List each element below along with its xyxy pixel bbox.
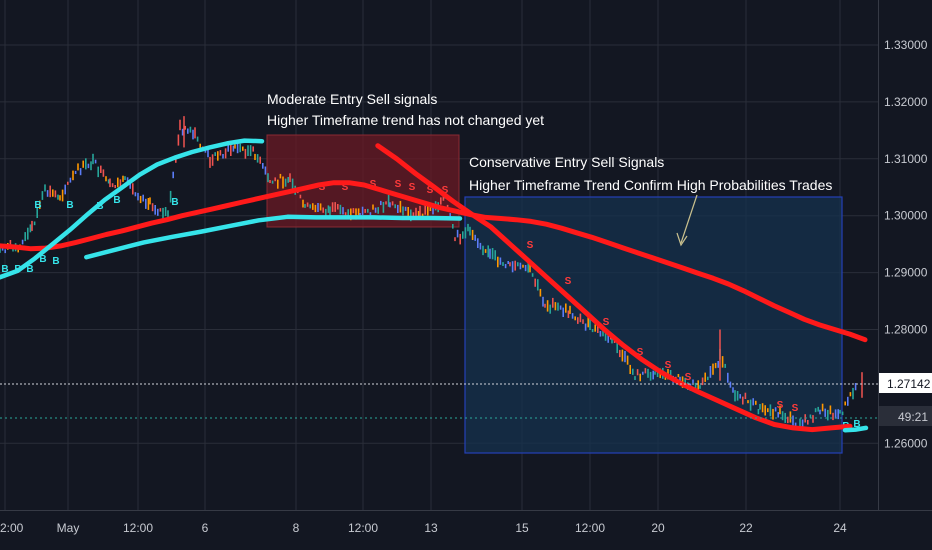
sell-signal-label-14: S bbox=[792, 403, 799, 414]
x-tick-label-1: May bbox=[57, 521, 80, 535]
countdown-label: 49:21 bbox=[898, 410, 928, 424]
sell-signal-label-5: S bbox=[427, 185, 434, 196]
x-tick-label-4: 8 bbox=[293, 521, 300, 535]
sell-signal-label-4: S bbox=[409, 182, 416, 193]
sell-signal-label-3: S bbox=[395, 179, 402, 190]
conservative-zone-box bbox=[464, 196, 843, 454]
current-price-badge bbox=[879, 373, 932, 393]
ma-line-cyan-ma-3 bbox=[842, 425, 869, 433]
sell-signal-label-0: S bbox=[319, 182, 326, 193]
buy-signal-label-0: B bbox=[1, 264, 8, 275]
sell-signal-label-7: S bbox=[527, 240, 534, 251]
x-tick-label-3: 6 bbox=[202, 521, 209, 535]
conservative-annotation-line-1: Conservative Entry Sell Signals bbox=[469, 154, 664, 170]
x-tick-label-7: 15 bbox=[515, 521, 529, 535]
y-tick-layer: 1.33000 1.32000 1.31000 1.30000 1.29000 1.280… bbox=[884, 38, 928, 450]
y-tick-label-3: 1.30000 bbox=[884, 209, 928, 223]
annotation-arrow-shaft bbox=[680, 194, 698, 244]
annotation-layer: Moderate Entry Sell signals Higher Timef… bbox=[267, 91, 832, 247]
sell-signal-label-2: S bbox=[370, 179, 377, 190]
y-tick-label-2: 1.31000 bbox=[884, 152, 928, 166]
y-tick-label-6: 1.26000 bbox=[884, 436, 928, 450]
buy-signal-label-5: B bbox=[34, 200, 41, 211]
candle-layer bbox=[0, 116, 863, 431]
moderate-annotation-line-2: Higher Timeframe trend has not changed y… bbox=[267, 112, 544, 128]
ma-layer bbox=[0, 138, 869, 433]
x-tick-label-6: 13 bbox=[424, 521, 438, 535]
buy-signal-label-4: B bbox=[52, 256, 59, 267]
time-axis-background bbox=[0, 510, 932, 550]
ma-line-slow-ma bbox=[0, 180, 868, 343]
moderate-annotation-line-1: Moderate Entry Sell signals bbox=[267, 91, 437, 107]
x-tick-label-9: 20 bbox=[651, 521, 665, 535]
current-price-label: 1.27142 bbox=[887, 377, 931, 391]
sell-signal-label-6: S bbox=[442, 185, 449, 196]
annotation-arrow-head bbox=[676, 232, 688, 247]
y-tick-label-0: 1.33000 bbox=[884, 38, 928, 52]
sell-signal-label-11: S bbox=[665, 360, 672, 371]
x-tick-label-8: 12:00 bbox=[575, 521, 605, 535]
x-tick-label-5: 12:00 bbox=[348, 521, 378, 535]
buy-signal-label-3: B bbox=[39, 254, 46, 265]
sell-signal-label-8: S bbox=[565, 276, 572, 287]
x-tick-label-11: 24 bbox=[833, 521, 847, 535]
buy-signal-label-6: B bbox=[66, 200, 73, 211]
conservative-annotation-line-2: Higher Timeframe Trend Confirm High Prob… bbox=[469, 177, 832, 193]
buy-signal-label-8: B bbox=[113, 195, 120, 206]
hline-layer bbox=[0, 383, 878, 419]
sell-signal-label-10: S bbox=[637, 347, 644, 358]
buy-signal-label-2: B bbox=[26, 264, 33, 275]
x-tick-layer: 2:00 May 12:00 6 8 12:00 13 15 12:00 20 22 24 bbox=[0, 521, 847, 535]
y-tick-label-4: 1.29000 bbox=[884, 266, 928, 280]
x-tick-label-10: 22 bbox=[739, 521, 753, 535]
price-axis-background bbox=[879, 0, 932, 550]
ma-line-cyan-ma-1 bbox=[0, 138, 265, 280]
countdown-badge bbox=[879, 406, 932, 426]
ma-line-fast-ma-red bbox=[375, 143, 853, 433]
sell-signal-label-9: S bbox=[603, 317, 610, 328]
x-tick-label-0: 2:00 bbox=[0, 521, 24, 535]
sell-signal-label-1: S bbox=[342, 182, 349, 193]
y-tick-label-1: 1.32000 bbox=[884, 95, 928, 109]
buy-signal-label-11: B bbox=[853, 419, 860, 430]
buy-signal-label-9: B bbox=[171, 197, 178, 208]
ma-line-cyan-ma-2 bbox=[84, 214, 463, 260]
y-tick-label-5: 1.28000 bbox=[884, 323, 928, 337]
sell-signal-label-13: S bbox=[777, 400, 784, 411]
sell-signal-label-12: S bbox=[685, 372, 692, 383]
x-tick-label-2: 12:00 bbox=[123, 521, 153, 535]
